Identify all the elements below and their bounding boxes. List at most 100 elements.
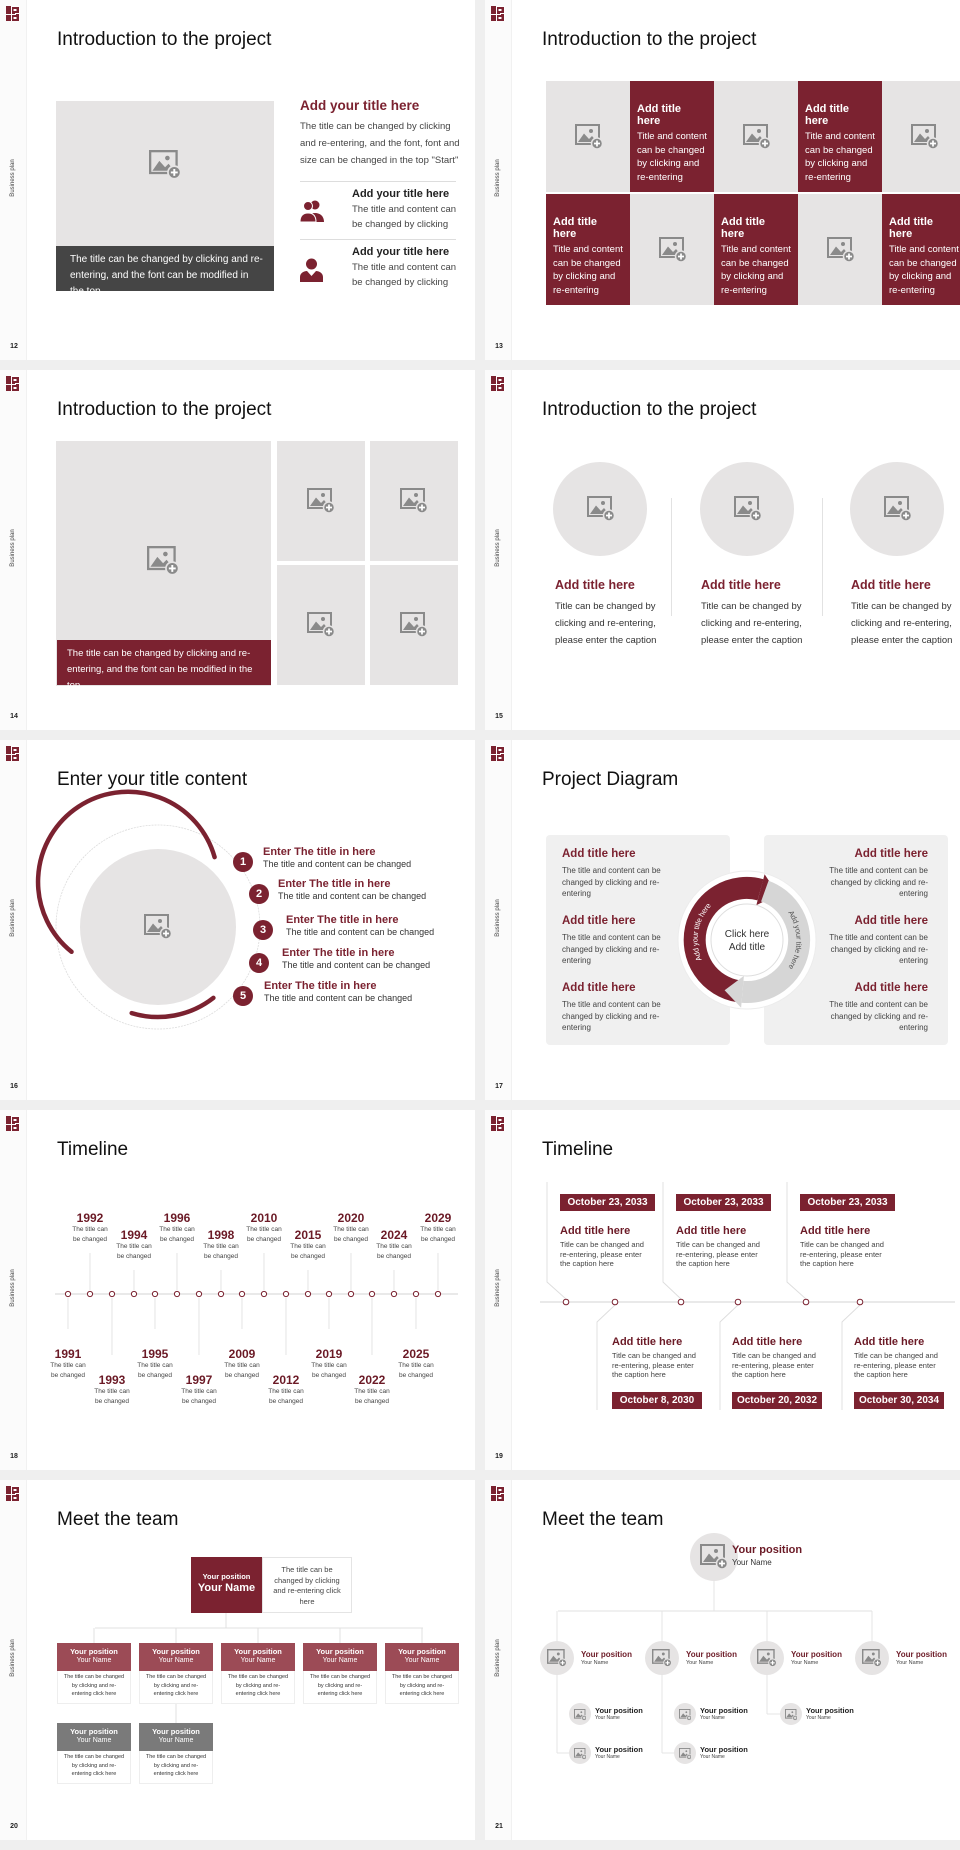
add-image-icon (757, 1648, 778, 1668)
event-text: The title can be changed (246, 1226, 282, 1243)
step-text: The title and content can be changed (263, 859, 412, 869)
tile-title: Add title here (889, 216, 933, 240)
timeline-dot (108, 1290, 116, 1298)
connector-line (546, 1182, 567, 1300)
event-year: 2025 (402, 1347, 430, 1361)
center-label-line2: Add title (729, 942, 766, 953)
member-header: Your position Your Name (57, 1643, 131, 1671)
step-title: Enter The title in here (278, 878, 391, 890)
event-year: 2022 (358, 1373, 386, 1387)
tile-text: Title and content can be changed by clic… (637, 131, 707, 183)
slide-sidebar (485, 370, 512, 730)
manager-photo-placeholder[interactable] (750, 1641, 784, 1675)
image-placeholder[interactable] (714, 81, 798, 192)
member-header: Your position Your Name (303, 1643, 377, 1671)
member-card[interactable]: Your position Your Name The title can be c… (385, 1643, 459, 1704)
staff-position: Your position (806, 1706, 854, 1715)
manager-position: Your position (581, 1650, 632, 1659)
slide-number: 15 (495, 713, 503, 720)
member-card[interactable]: Your position Your Name The title can be c… (139, 1643, 213, 1704)
slide-number: 13 (495, 343, 503, 350)
event-text: The title can be changed (224, 1362, 260, 1379)
accent-arc (129, 995, 216, 1020)
lead-description: The title can be changed by clicking and… (262, 1557, 352, 1613)
image-placeholder[interactable] (798, 194, 882, 305)
divider-vertical (671, 498, 672, 616)
manager-photo-placeholder[interactable] (540, 1641, 574, 1675)
staff-name: Your Name (700, 1715, 725, 1721)
slide-sidebar (0, 370, 27, 730)
step-number-badge: 5 (233, 986, 253, 1006)
slide-title: Timeline (542, 1139, 614, 1160)
member-card[interactable]: Your position Your Name The title can be c… (221, 1643, 295, 1704)
text-tile: Add title here Title and content can be c… (714, 194, 798, 305)
slide-20[interactable]: Business plan 20 Meet the team Your positio… (0, 1480, 475, 1840)
step-title: Enter The title in here (264, 980, 377, 992)
lead-photo-placeholder[interactable] (690, 1533, 738, 1581)
lead-name: Your Name (197, 1582, 256, 1594)
step-number-badge: 3 (253, 920, 273, 940)
right-item-title: Add title here (854, 848, 928, 860)
heading-body: The title can be changed by clicking and… (300, 121, 460, 166)
slide-number: 19 (495, 1453, 503, 1460)
event-title: Add title here (612, 1336, 683, 1348)
member-description: The title can be changed by clicking and… (145, 1674, 207, 1698)
text-tile: Add title here Title and content can be c… (798, 81, 882, 192)
slide-12[interactable]: Business plan 12 Introduction to the proje… (0, 0, 475, 360)
slide-title: Enter your title content (57, 769, 248, 790)
slide-13[interactable]: Business plan 13 Introduction to the proje… (485, 0, 960, 360)
slide-15[interactable]: Business plan 15 Introduction to the proje… (485, 370, 960, 730)
slide-19[interactable]: Business plan 19 Timeline October 23, 2033 A… (485, 1110, 960, 1470)
timeline-dot (173, 1290, 181, 1298)
manager-name: Your Name (791, 1660, 819, 1666)
step-title: Enter The title in here (286, 914, 399, 926)
member-description: The title can be changed by clicking and… (227, 1674, 289, 1698)
member-header: Your position Your Name (385, 1643, 459, 1671)
timeline-dot (325, 1290, 333, 1298)
manager-photo-placeholder[interactable] (855, 1641, 889, 1675)
event-date-badge: October 23, 2033 (560, 1194, 655, 1211)
image-placeholder-circle[interactable] (553, 462, 647, 556)
add-image-icon (659, 237, 688, 263)
add-image-icon (678, 1747, 692, 1760)
image-placeholder[interactable] (370, 441, 458, 561)
arrowhead-gray (724, 975, 744, 1008)
add-image-icon (400, 612, 429, 638)
member-card[interactable]: Your position Your Name The title can be c… (303, 1643, 377, 1704)
timeline-dot (856, 1298, 864, 1306)
side-label: Business plan (10, 159, 16, 197)
image-placeholder[interactable] (630, 194, 714, 305)
slide-18[interactable]: Business plan 18 Timeline 1991 The title can… (0, 1110, 475, 1470)
lead-position: Your position (732, 1544, 803, 1556)
lead-card[interactable]: Your position Your Name (191, 1557, 262, 1613)
left-item-text: The title and content can be changed by … (562, 1000, 661, 1033)
image-placeholder[interactable] (277, 441, 365, 561)
manager-photo-placeholder[interactable] (645, 1641, 679, 1675)
timeline-dot (611, 1298, 619, 1306)
member-description: The title can be changed by clicking and… (63, 1674, 125, 1698)
add-image-icon (575, 124, 604, 150)
image-placeholder-circle[interactable] (850, 462, 944, 556)
right-item-text: The title and content can be changed by … (829, 1000, 928, 1033)
event-title: Add title here (732, 1336, 803, 1348)
member-position: Your position (152, 1727, 200, 1736)
event-text: The title can be changed (311, 1362, 347, 1379)
event-text: The title can be changed (268, 1388, 304, 1405)
step-text: The title and content can be changed (282, 960, 431, 970)
slide-21[interactable]: Business plan 21 Meet the team Your positio… (485, 1480, 960, 1840)
event-text: Title can be changed and re-entering, pl… (612, 1351, 696, 1380)
member-card[interactable]: Your position Your Name The title can be c… (139, 1723, 213, 1784)
slide-14[interactable]: Business plan 14 Introduction to the proje… (0, 370, 475, 730)
image-placeholder[interactable] (370, 565, 458, 685)
slide-17[interactable]: Business plan 17 Project Diagram Add title … (485, 740, 960, 1100)
member-card[interactable]: Your position Your Name The title can be c… (57, 1643, 131, 1704)
event-text: The title can be changed (72, 1226, 108, 1243)
member-card[interactable]: Your position Your Name The title can be c… (57, 1723, 131, 1784)
image-placeholder[interactable] (277, 565, 365, 685)
slide-number: 14 (10, 713, 18, 720)
image-placeholder[interactable] (546, 81, 630, 192)
slide-16[interactable]: Business plan 16 Enter your title content 1… (0, 740, 475, 1100)
image-placeholder-circle (80, 849, 236, 1005)
image-placeholder-circle[interactable] (700, 462, 794, 556)
